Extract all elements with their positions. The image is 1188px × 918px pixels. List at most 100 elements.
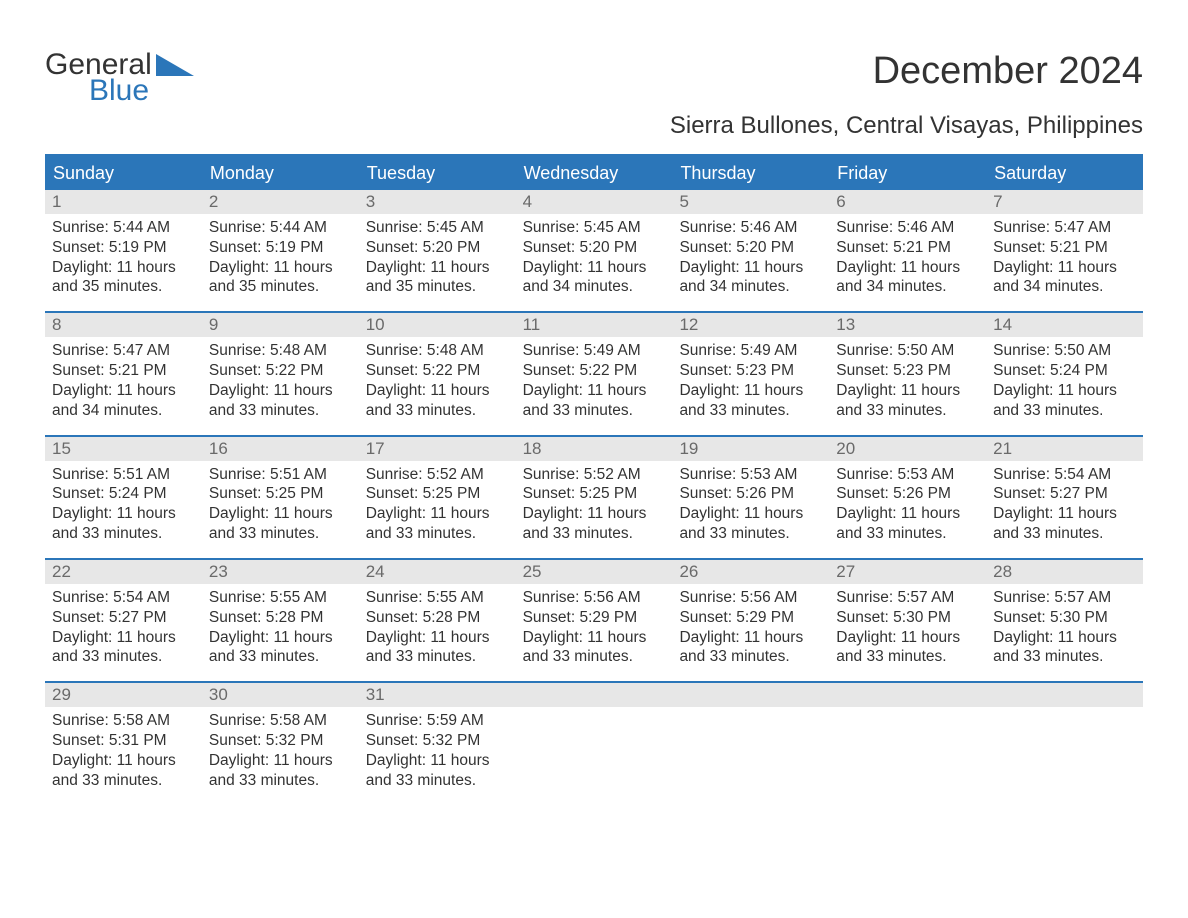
sunset-line: Sunset: 5:21 PM [993, 238, 1136, 258]
weekday-header: Thursday [672, 157, 829, 190]
day-number: 20 [829, 437, 986, 461]
daylight-line: Daylight: 11 hours and 33 minutes. [366, 504, 509, 544]
calendar-day: 10Sunrise: 5:48 AMSunset: 5:22 PMDayligh… [359, 313, 516, 434]
calendar-day: 23Sunrise: 5:55 AMSunset: 5:28 PMDayligh… [202, 560, 359, 681]
sunrise-line: Sunrise: 5:48 AM [366, 341, 509, 361]
daylight-line: Daylight: 11 hours and 33 minutes. [52, 751, 195, 791]
calendar-day: 29Sunrise: 5:58 AMSunset: 5:31 PMDayligh… [45, 683, 202, 804]
sunrise-line: Sunrise: 5:52 AM [366, 465, 509, 485]
sunrise-line: Sunrise: 5:46 AM [679, 218, 822, 238]
day-details: Sunrise: 5:59 AMSunset: 5:32 PMDaylight:… [359, 707, 516, 790]
calendar-week: 29Sunrise: 5:58 AMSunset: 5:31 PMDayligh… [45, 681, 1143, 804]
daylight-line: Daylight: 11 hours and 33 minutes. [209, 751, 352, 791]
day-number: 31 [359, 683, 516, 707]
daylight-line: Daylight: 11 hours and 34 minutes. [52, 381, 195, 421]
day-details: Sunrise: 5:50 AMSunset: 5:23 PMDaylight:… [829, 337, 986, 420]
sunset-line: Sunset: 5:25 PM [523, 484, 666, 504]
day-number: 26 [672, 560, 829, 584]
day-details: Sunrise: 5:52 AMSunset: 5:25 PMDaylight:… [516, 461, 673, 544]
daylight-line: Daylight: 11 hours and 33 minutes. [52, 628, 195, 668]
daylight-line: Daylight: 11 hours and 35 minutes. [52, 258, 195, 298]
day-details: Sunrise: 5:53 AMSunset: 5:26 PMDaylight:… [829, 461, 986, 544]
daylight-line: Daylight: 11 hours and 33 minutes. [836, 504, 979, 544]
day-number: 1 [45, 190, 202, 214]
day-details: Sunrise: 5:51 AMSunset: 5:25 PMDaylight:… [202, 461, 359, 544]
calendar-day: 12Sunrise: 5:49 AMSunset: 5:23 PMDayligh… [672, 313, 829, 434]
day-number: 17 [359, 437, 516, 461]
sunset-line: Sunset: 5:20 PM [523, 238, 666, 258]
day-number: 29 [45, 683, 202, 707]
daylight-line: Daylight: 11 hours and 33 minutes. [993, 504, 1136, 544]
sunset-line: Sunset: 5:32 PM [209, 731, 352, 751]
calendar-day: 4Sunrise: 5:45 AMSunset: 5:20 PMDaylight… [516, 190, 673, 311]
calendar-day: 6Sunrise: 5:46 AMSunset: 5:21 PMDaylight… [829, 190, 986, 311]
sunset-line: Sunset: 5:30 PM [836, 608, 979, 628]
sunrise-line: Sunrise: 5:45 AM [366, 218, 509, 238]
sunset-line: Sunset: 5:27 PM [52, 608, 195, 628]
sunrise-line: Sunrise: 5:54 AM [52, 588, 195, 608]
day-number: 22 [45, 560, 202, 584]
sunset-line: Sunset: 5:29 PM [679, 608, 822, 628]
calendar-day: 21Sunrise: 5:54 AMSunset: 5:27 PMDayligh… [986, 437, 1143, 558]
calendar-day [986, 683, 1143, 804]
daylight-line: Daylight: 11 hours and 33 minutes. [836, 381, 979, 421]
day-number: 3 [359, 190, 516, 214]
calendar-day: 17Sunrise: 5:52 AMSunset: 5:25 PMDayligh… [359, 437, 516, 558]
daylight-line: Daylight: 11 hours and 33 minutes. [366, 628, 509, 668]
weekday-header: Saturday [986, 157, 1143, 190]
daylight-line: Daylight: 11 hours and 34 minutes. [679, 258, 822, 298]
calendar-week: 1Sunrise: 5:44 AMSunset: 5:19 PMDaylight… [45, 190, 1143, 311]
day-details: Sunrise: 5:55 AMSunset: 5:28 PMDaylight:… [202, 584, 359, 667]
logo: General Blue [45, 50, 194, 106]
sunset-line: Sunset: 5:22 PM [523, 361, 666, 381]
day-number: 12 [672, 313, 829, 337]
day-number: 2 [202, 190, 359, 214]
day-details: Sunrise: 5:47 AMSunset: 5:21 PMDaylight:… [986, 214, 1143, 297]
weekday-header: Friday [829, 157, 986, 190]
weekday-header: Sunday [45, 157, 202, 190]
day-number: 24 [359, 560, 516, 584]
day-number: 27 [829, 560, 986, 584]
calendar-day: 14Sunrise: 5:50 AMSunset: 5:24 PMDayligh… [986, 313, 1143, 434]
weekday-header: Tuesday [359, 157, 516, 190]
daylight-line: Daylight: 11 hours and 33 minutes. [523, 504, 666, 544]
daylight-line: Daylight: 11 hours and 33 minutes. [209, 504, 352, 544]
sunset-line: Sunset: 5:26 PM [836, 484, 979, 504]
sunrise-line: Sunrise: 5:59 AM [366, 711, 509, 731]
calendar-day: 11Sunrise: 5:49 AMSunset: 5:22 PMDayligh… [516, 313, 673, 434]
sunrise-line: Sunrise: 5:45 AM [523, 218, 666, 238]
sunset-line: Sunset: 5:26 PM [679, 484, 822, 504]
calendar-day: 1Sunrise: 5:44 AMSunset: 5:19 PMDaylight… [45, 190, 202, 311]
day-details: Sunrise: 5:46 AMSunset: 5:21 PMDaylight:… [829, 214, 986, 297]
sunrise-line: Sunrise: 5:46 AM [836, 218, 979, 238]
calendar-day: 7Sunrise: 5:47 AMSunset: 5:21 PMDaylight… [986, 190, 1143, 311]
sunrise-line: Sunrise: 5:55 AM [209, 588, 352, 608]
daylight-line: Daylight: 11 hours and 33 minutes. [679, 381, 822, 421]
day-details: Sunrise: 5:55 AMSunset: 5:28 PMDaylight:… [359, 584, 516, 667]
sunset-line: Sunset: 5:31 PM [52, 731, 195, 751]
daylight-line: Daylight: 11 hours and 33 minutes. [679, 628, 822, 668]
day-details: Sunrise: 5:57 AMSunset: 5:30 PMDaylight:… [986, 584, 1143, 667]
sunrise-line: Sunrise: 5:44 AM [52, 218, 195, 238]
day-number: 16 [202, 437, 359, 461]
daylight-line: Daylight: 11 hours and 33 minutes. [366, 381, 509, 421]
calendar-day: 24Sunrise: 5:55 AMSunset: 5:28 PMDayligh… [359, 560, 516, 681]
sunrise-line: Sunrise: 5:48 AM [209, 341, 352, 361]
calendar-week: 15Sunrise: 5:51 AMSunset: 5:24 PMDayligh… [45, 435, 1143, 558]
calendar-day: 30Sunrise: 5:58 AMSunset: 5:32 PMDayligh… [202, 683, 359, 804]
sunset-line: Sunset: 5:28 PM [366, 608, 509, 628]
sunset-line: Sunset: 5:25 PM [209, 484, 352, 504]
day-number: 21 [986, 437, 1143, 461]
sunset-line: Sunset: 5:20 PM [679, 238, 822, 258]
calendar-week: 22Sunrise: 5:54 AMSunset: 5:27 PMDayligh… [45, 558, 1143, 681]
weekday-header-row: SundayMondayTuesdayWednesdayThursdayFrid… [45, 157, 1143, 190]
sunrise-line: Sunrise: 5:51 AM [52, 465, 195, 485]
sunset-line: Sunset: 5:32 PM [366, 731, 509, 751]
day-number: 23 [202, 560, 359, 584]
day-number-empty [986, 683, 1143, 707]
day-number: 4 [516, 190, 673, 214]
sunrise-line: Sunrise: 5:44 AM [209, 218, 352, 238]
weekday-header: Wednesday [516, 157, 673, 190]
sunrise-line: Sunrise: 5:57 AM [836, 588, 979, 608]
day-details: Sunrise: 5:51 AMSunset: 5:24 PMDaylight:… [45, 461, 202, 544]
